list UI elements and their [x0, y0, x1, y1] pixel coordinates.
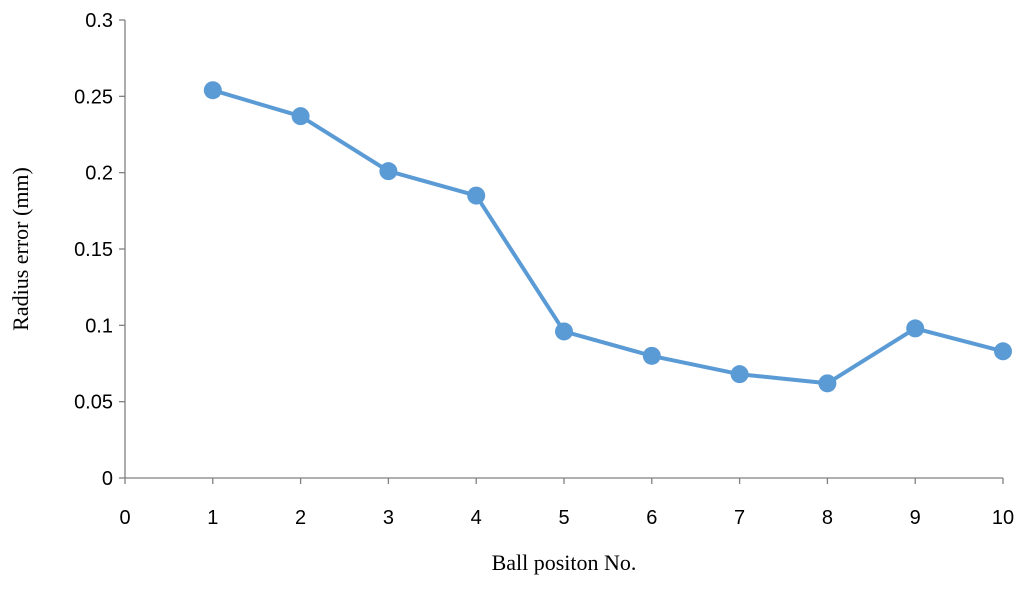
data-point: [379, 162, 398, 181]
data-point: [818, 374, 837, 393]
data-point: [203, 81, 222, 100]
y-ticks: 0 0.05 0.1 0.15 0.2 0.25 0.3: [74, 10, 125, 490]
x-tick-label: 7: [734, 507, 745, 529]
x-tick-label: 9: [910, 507, 921, 529]
y-tick-label: 0.3: [85, 10, 113, 32]
x-tick-label: 3: [383, 507, 394, 529]
x-ticks: 0 1 2 3 4 5 6 7 8 9 10: [119, 478, 1014, 529]
x-tick-label: 8: [822, 507, 833, 529]
axes: [124, 20, 1003, 479]
data-point: [467, 186, 486, 205]
x-tick-label: 1: [207, 507, 218, 529]
data-point: [642, 346, 661, 365]
x-tick-label: 2: [295, 507, 306, 529]
y-axis-title: Radius error (mm): [8, 167, 33, 331]
y-tick-label: 0.15: [74, 239, 113, 261]
x-tick-label: 10: [992, 507, 1014, 529]
data-point: [555, 322, 573, 341]
x-tick-label: 4: [471, 507, 482, 529]
y-tick-label: 0.2: [85, 163, 113, 185]
x-tick-label: 6: [646, 507, 657, 529]
series-layer: [203, 81, 1012, 393]
y-tick-label: 0.25: [74, 86, 113, 108]
x-tick-label: 5: [558, 507, 569, 529]
y-tick-label: 0.05: [74, 392, 113, 414]
x-axis-title: Ball positon No.: [492, 550, 637, 575]
y-tick-label: 0.1: [85, 315, 113, 337]
data-point: [730, 365, 749, 384]
data-point: [291, 107, 310, 126]
y-tick-label: 0: [102, 468, 113, 490]
series-line: [210, 88, 1005, 386]
data-point: [906, 319, 925, 338]
x-tick-label: 0: [119, 507, 130, 529]
data-point: [994, 342, 1012, 361]
